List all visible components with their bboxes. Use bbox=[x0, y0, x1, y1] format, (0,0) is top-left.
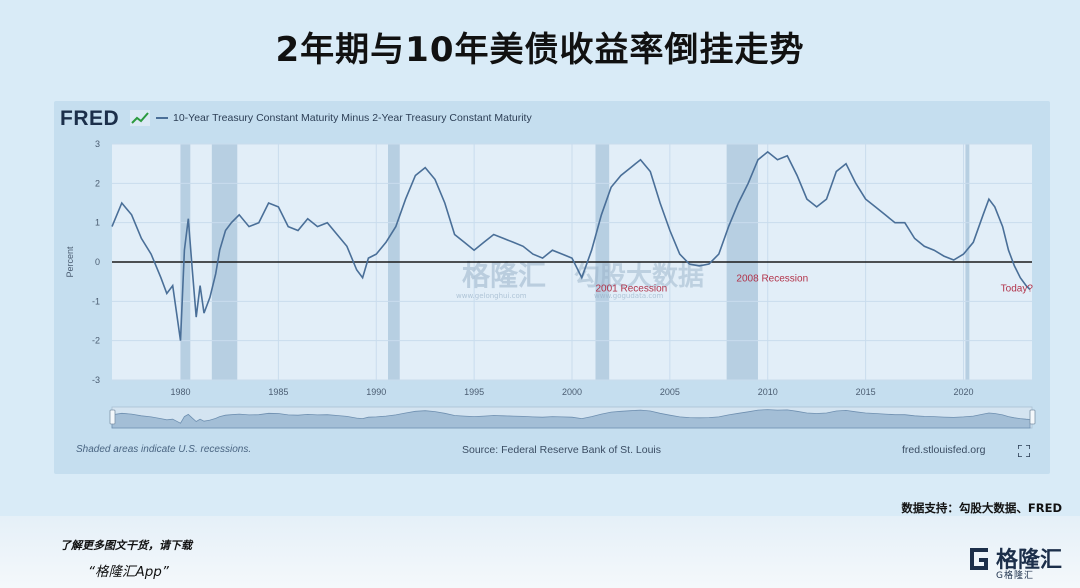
y-tick-label: 3 bbox=[95, 139, 100, 149]
x-tick-label: 2010 bbox=[758, 387, 778, 397]
fred-chart-panel: FRED 10-Year Treasury Constant Maturity … bbox=[54, 101, 1050, 474]
fred-logo-chart-icon bbox=[130, 110, 150, 126]
brand-logo: 格隆汇 G格隆汇 bbox=[966, 540, 1072, 581]
x-tick-label: 2015 bbox=[856, 387, 876, 397]
series-line bbox=[111, 150, 1031, 341]
y-tick-label: 2 bbox=[95, 178, 100, 188]
navigator-area bbox=[111, 409, 1031, 429]
y-axis-label: Percent bbox=[65, 246, 75, 278]
chart-annotation: 2001 Recession bbox=[595, 284, 667, 295]
y-tick-label: -3 bbox=[92, 375, 100, 385]
fred-logo: FRED bbox=[60, 107, 120, 130]
source-note: Source: Federal Reserve Bank of St. Loui… bbox=[462, 444, 662, 456]
fred-site-link[interactable]: fred.stlouisfed.org bbox=[902, 444, 986, 456]
series-swatch bbox=[156, 117, 168, 120]
data-support-note: 数据支持：勾股大数据、FRED bbox=[901, 501, 1062, 515]
chart-annotation: Today? bbox=[1001, 284, 1034, 295]
x-tick-label: 1995 bbox=[464, 387, 484, 397]
x-tick-label: 1980 bbox=[170, 387, 190, 397]
series-title: 10-Year Treasury Constant Maturity Minus… bbox=[173, 112, 532, 124]
chart-annotation: 2008 Recession bbox=[736, 274, 808, 285]
promo-text: 了解更多图文干货，请下载 bbox=[60, 539, 192, 552]
y-tick-label: -1 bbox=[92, 296, 100, 306]
watermark-brand: 格隆汇 bbox=[462, 259, 546, 292]
recession-note: Shaded areas indicate U.S. recessions. bbox=[76, 444, 252, 455]
y-tick-label: 1 bbox=[95, 218, 100, 228]
navigator-handle[interactable] bbox=[1029, 409, 1036, 425]
y-tick-label: 0 bbox=[95, 257, 100, 267]
promo-app-name: “格隆汇App” bbox=[88, 564, 169, 580]
watermark-partner: 勾股大数据 bbox=[574, 262, 704, 292]
watermark-url: www.gelonghui.com bbox=[456, 292, 527, 300]
page-title: 2年期与10年美债收益率倒挂走势 bbox=[275, 30, 805, 70]
x-tick-label: 2000 bbox=[562, 387, 582, 397]
brand-subtext: G格隆汇 bbox=[996, 571, 1034, 581]
x-tick-label: 1990 bbox=[366, 387, 386, 397]
bottom-bar bbox=[0, 516, 1080, 588]
x-tick-label: 1985 bbox=[268, 387, 288, 397]
brand-name: 格隆汇 bbox=[996, 548, 1063, 573]
navigator-handle[interactable] bbox=[109, 409, 116, 425]
fullscreen-icon[interactable] bbox=[1018, 445, 1030, 457]
x-tick-label: 2005 bbox=[660, 387, 680, 397]
x-tick-label: 2020 bbox=[953, 387, 973, 397]
line-chart: 3 2 1 0 -1 -2 -3 1980 1985 1990 1995 2000 2005 2010 20… bbox=[65, 139, 1036, 429]
y-tick-label: -2 bbox=[92, 336, 100, 346]
watermark-url: www.gogudata.com bbox=[594, 292, 663, 300]
series-legend: 10-Year Treasury Constant Maturity Minus… bbox=[156, 112, 532, 124]
brand-g-icon bbox=[970, 548, 988, 570]
